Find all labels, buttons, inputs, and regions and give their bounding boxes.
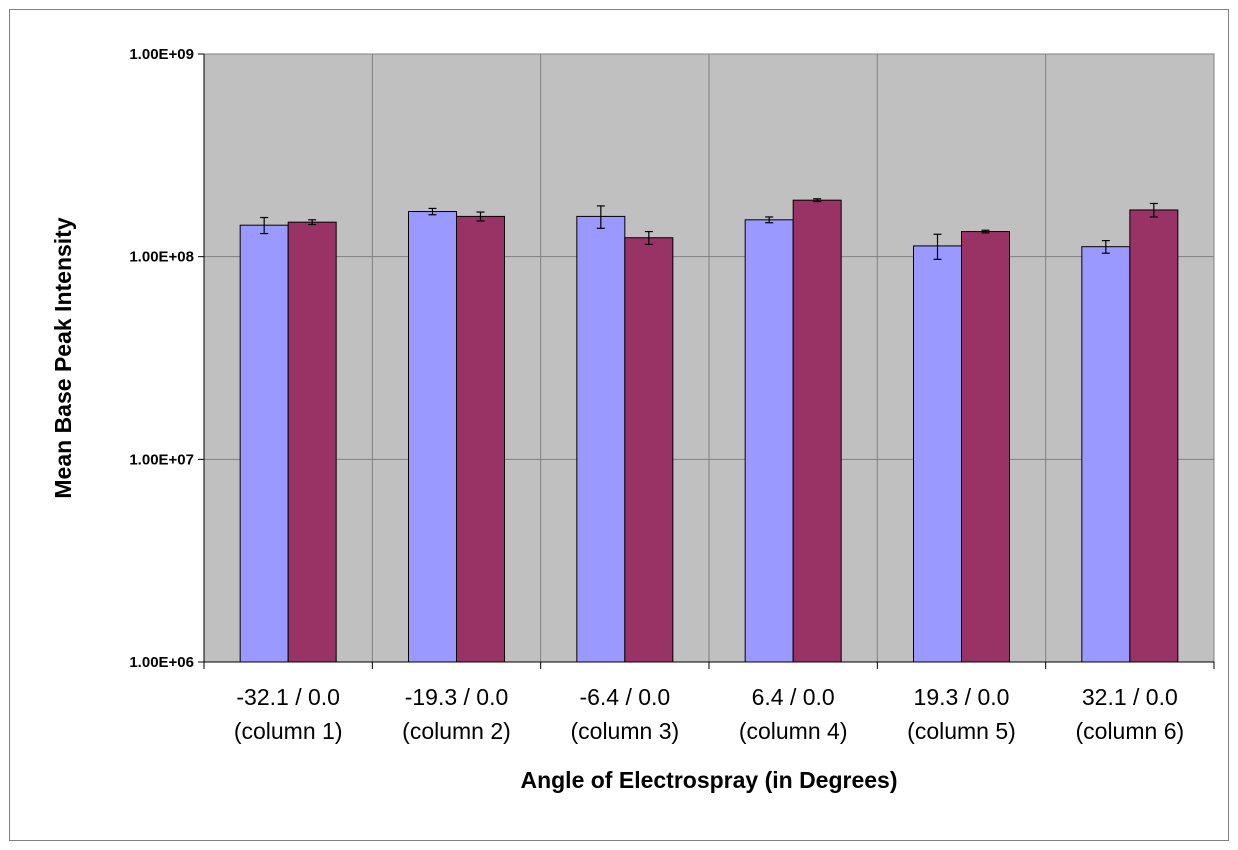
x-category-label: (column 3) xyxy=(571,718,680,744)
bar xyxy=(624,237,674,663)
bar xyxy=(456,215,505,663)
x-category-label: 32.1 / 0.0 xyxy=(1082,684,1178,710)
y-tick-label: 1.00E+08 xyxy=(129,249,194,266)
y-tick-label: 1.00E+06 xyxy=(129,654,194,671)
x-category-label: 19.3 / 0.0 xyxy=(914,684,1010,710)
x-category-label: (column 2) xyxy=(402,718,511,744)
x-category-label: 6.4 / 0.0 xyxy=(752,684,835,710)
x-category-label: (column 5) xyxy=(907,718,1016,744)
x-category-label: -6.4 / 0.0 xyxy=(579,684,670,710)
bar xyxy=(239,224,289,663)
bar xyxy=(408,211,457,663)
bar xyxy=(744,219,794,663)
x-category-label: (column 4) xyxy=(739,718,848,744)
x-category-label: -19.3 / 0.0 xyxy=(405,684,509,710)
x-category-label: (column 1) xyxy=(234,718,343,744)
x-category-label: -32.1 / 0.0 xyxy=(236,684,340,710)
bar xyxy=(576,215,626,663)
bar xyxy=(961,231,1010,663)
bar xyxy=(287,221,337,663)
bar xyxy=(1081,246,1131,663)
y-axis-title: Mean Base Peak Intensity xyxy=(50,217,76,498)
bar xyxy=(913,245,962,663)
bar xyxy=(792,199,842,663)
x-axis-title: Angle of Electrospray (in Degrees) xyxy=(520,767,897,793)
bar xyxy=(1129,209,1179,663)
y-tick-label: 1.00E+09 xyxy=(129,46,194,63)
x-category-label: (column 6) xyxy=(1076,718,1185,744)
y-tick-label: 1.00E+07 xyxy=(129,451,194,468)
